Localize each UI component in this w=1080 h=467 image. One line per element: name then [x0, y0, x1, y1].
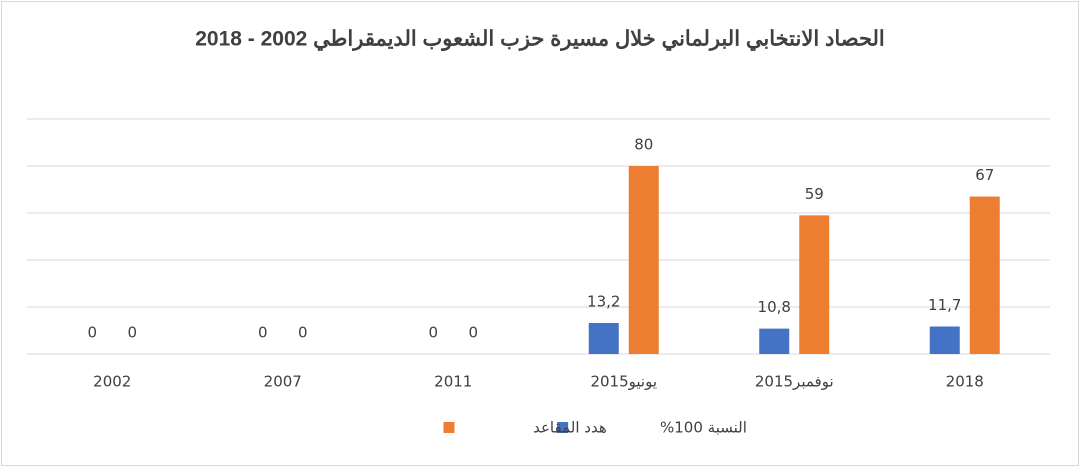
- bar: [588, 322, 619, 354]
- x-tick-label: 2018: [946, 373, 984, 391]
- data-label: 13,2: [587, 292, 620, 310]
- legend-swatch: [443, 422, 455, 433]
- bar: [929, 326, 960, 354]
- bar: [759, 328, 790, 354]
- data-label: 10,8: [758, 298, 791, 316]
- data-label: 0: [468, 324, 478, 342]
- data-label: 0: [298, 324, 308, 342]
- x-tick-label: 2007: [264, 373, 302, 391]
- data-label: 0: [258, 324, 268, 342]
- x-tick-label: نوفمبر2015: [755, 373, 834, 391]
- legend-label: هدد المقاعد: [533, 419, 607, 437]
- bar: [799, 215, 830, 354]
- x-tick-label: يونيو2015: [590, 373, 657, 391]
- bar: [628, 166, 659, 354]
- legend-label: النسبة 100%: [660, 419, 747, 437]
- data-label: 0: [87, 324, 97, 342]
- legend-swatch: [557, 422, 569, 433]
- data-label: 67: [975, 166, 994, 184]
- data-label: 0: [127, 324, 137, 342]
- data-label: 0: [428, 324, 438, 342]
- bar: [969, 196, 1000, 354]
- x-tick-label: 2002: [93, 373, 131, 391]
- x-tick-label: 2011: [434, 373, 472, 391]
- data-label: 80: [634, 136, 653, 154]
- data-label: 59: [805, 185, 824, 203]
- chart-title: الحصاد الانتخابي البرلماني خلال مسيرة حز…: [195, 28, 885, 52]
- data-label: 11,7: [928, 296, 961, 314]
